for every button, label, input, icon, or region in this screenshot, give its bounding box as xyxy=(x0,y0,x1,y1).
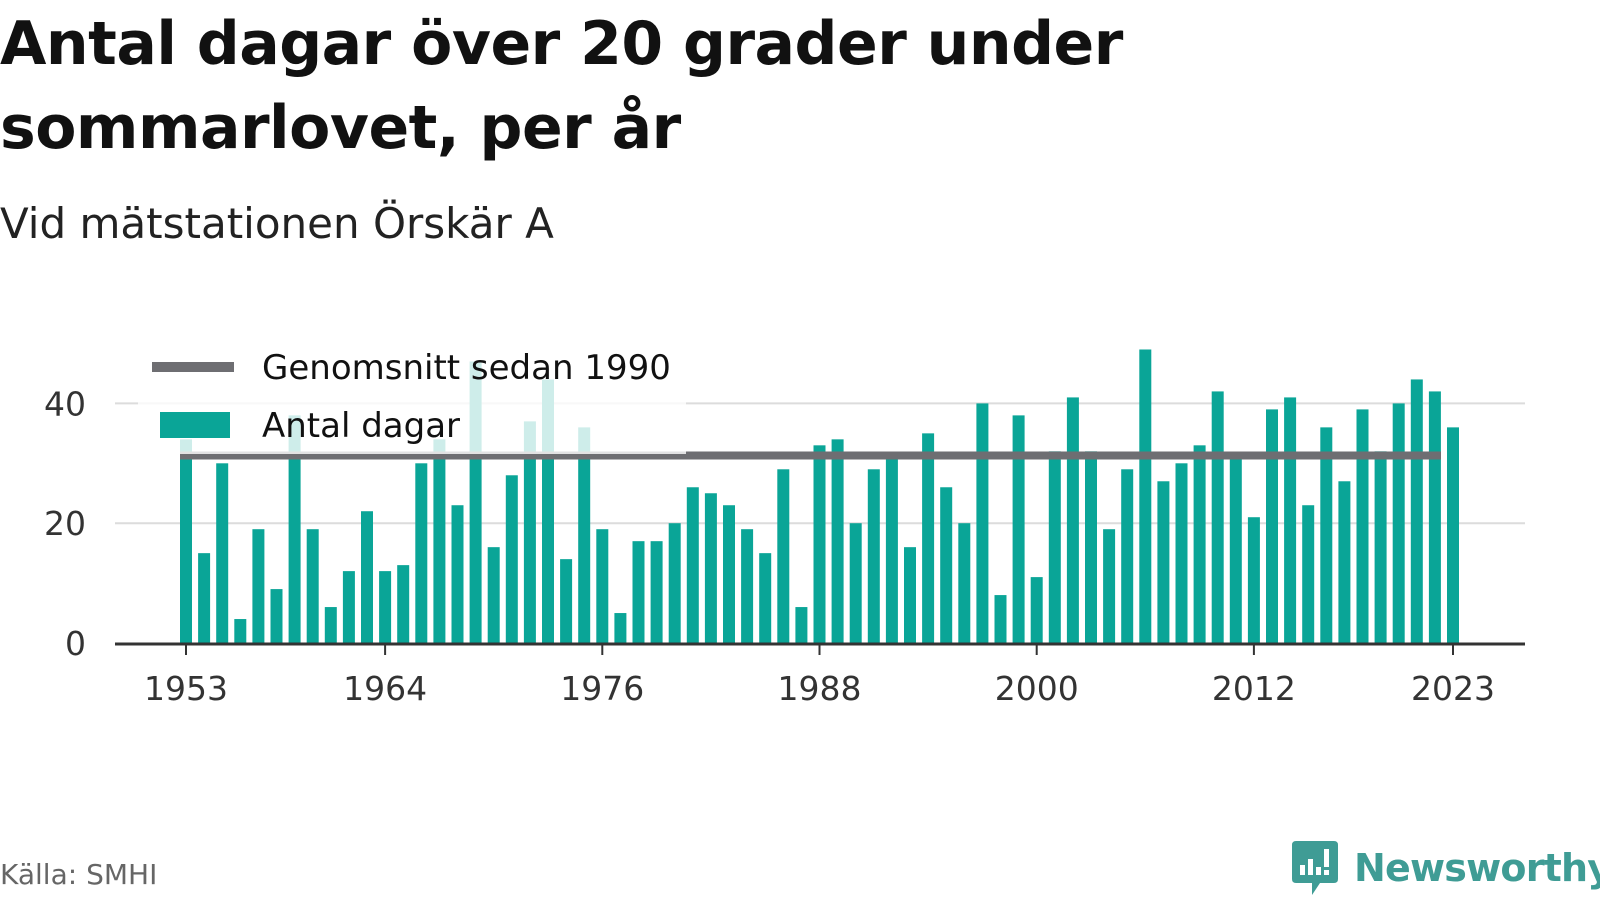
brand-name: Newsworthy xyxy=(1354,846,1600,890)
bar-2007 xyxy=(1157,481,1170,643)
x-tick-label: 1964 xyxy=(343,669,427,708)
bar-1966 xyxy=(415,463,428,643)
bar-1970 xyxy=(487,547,500,643)
bar-1957 xyxy=(252,529,265,643)
axes: 0 20 40 1953 1964 1976 1988 2000 2012 2023 xyxy=(44,384,1525,708)
bar-2006 xyxy=(1139,349,1152,643)
bar-2015 xyxy=(1302,505,1315,643)
bar-1964 xyxy=(379,571,392,643)
bar-2019 xyxy=(1374,451,1387,643)
bar-1953 xyxy=(180,439,192,643)
bar-2004 xyxy=(1103,529,1116,643)
bar-1978 xyxy=(632,541,645,643)
bar-1980 xyxy=(668,523,681,643)
bar-1982 xyxy=(704,493,717,643)
bar-1974 xyxy=(560,559,573,643)
chart-title: Antal dagar över 20 grader under sommarl… xyxy=(0,9,1123,163)
bar-1961 xyxy=(324,607,337,643)
bar-1988 xyxy=(813,445,826,643)
newsworthy-logo-icon xyxy=(1292,841,1338,895)
bar-2000 xyxy=(1030,577,1043,643)
bar-1960 xyxy=(306,529,319,643)
y-tick-label: 40 xyxy=(44,384,86,423)
legend: Genomsnitt sedan 1990 Antal dagar xyxy=(138,334,686,454)
bar-2002 xyxy=(1066,397,1079,643)
x-tick-label: 1953 xyxy=(144,669,228,708)
bar-1995 xyxy=(940,487,953,643)
chart-subtitle: Vid mätstationen Örskär A xyxy=(0,199,554,248)
bar-1958 xyxy=(270,589,283,643)
bar-1968 xyxy=(451,505,464,643)
bar-2018 xyxy=(1356,409,1369,643)
bar-1987 xyxy=(795,607,808,643)
bar-1992 xyxy=(885,457,898,643)
legend-label-bars: Antal dagar xyxy=(262,406,460,446)
bar-1984 xyxy=(741,529,754,643)
bar-1954 xyxy=(198,553,211,643)
bar-1977 xyxy=(614,613,627,643)
bars xyxy=(180,349,1459,643)
bar-1955 xyxy=(216,463,229,643)
bar-1991 xyxy=(867,469,880,643)
bar-1983 xyxy=(723,505,735,643)
bar-1967 xyxy=(433,439,446,643)
bar-1993 xyxy=(904,547,916,643)
bar-1963 xyxy=(361,511,373,643)
bar-2014 xyxy=(1284,397,1297,643)
x-tick-label: 1988 xyxy=(778,669,862,708)
bar-2020 xyxy=(1392,403,1405,643)
x-tick-label: 2000 xyxy=(995,669,1079,708)
bar-2013 xyxy=(1266,409,1278,643)
bar-2022 xyxy=(1428,391,1441,643)
bar-1976 xyxy=(596,529,609,643)
x-tick-label: 2012 xyxy=(1212,669,1296,708)
bar-1956 xyxy=(234,619,247,643)
legend-swatch-bars xyxy=(160,412,230,438)
bar-2010 xyxy=(1211,391,1224,643)
bar-1986 xyxy=(777,469,790,643)
bar-2005 xyxy=(1121,469,1134,643)
bar-2012 xyxy=(1247,517,1260,643)
bar-1965 xyxy=(397,565,410,643)
bar-1962 xyxy=(342,571,355,643)
bar-2016 xyxy=(1320,427,1333,643)
bar-1999 xyxy=(1012,415,1025,643)
bar-2003 xyxy=(1085,451,1097,643)
bar-1979 xyxy=(650,541,663,643)
bar-1997 xyxy=(976,403,989,643)
source-note: Källa: SMHI xyxy=(0,858,158,891)
brand-logo[interactable]: Newsworthy xyxy=(1290,838,1600,898)
bar-1998 xyxy=(994,595,1007,643)
bar-1996 xyxy=(958,523,971,643)
bar-2021 xyxy=(1410,379,1423,643)
x-tick-label: 1976 xyxy=(560,669,644,708)
legend-label-average: Genomsnitt sedan 1990 xyxy=(262,348,671,388)
bar-1989 xyxy=(831,439,844,643)
bar-2017 xyxy=(1338,481,1351,643)
bar-2001 xyxy=(1048,451,1061,643)
x-tick-label: 2023 xyxy=(1411,669,1495,708)
bar-1985 xyxy=(759,553,772,643)
bar-2011 xyxy=(1229,457,1242,643)
bar-1975 xyxy=(578,427,591,643)
bar-1990 xyxy=(849,523,862,643)
bar-1971 xyxy=(505,475,518,643)
bar-1972 xyxy=(523,421,536,643)
bar-1994 xyxy=(922,433,935,643)
bar-2009 xyxy=(1193,445,1206,643)
bar-2008 xyxy=(1175,463,1188,643)
bar-1959 xyxy=(288,415,301,643)
bar-1981 xyxy=(686,487,699,643)
bar-2023 xyxy=(1447,427,1459,643)
y-tick-label: 0 xyxy=(65,624,86,663)
y-tick-label: 20 xyxy=(44,504,86,543)
